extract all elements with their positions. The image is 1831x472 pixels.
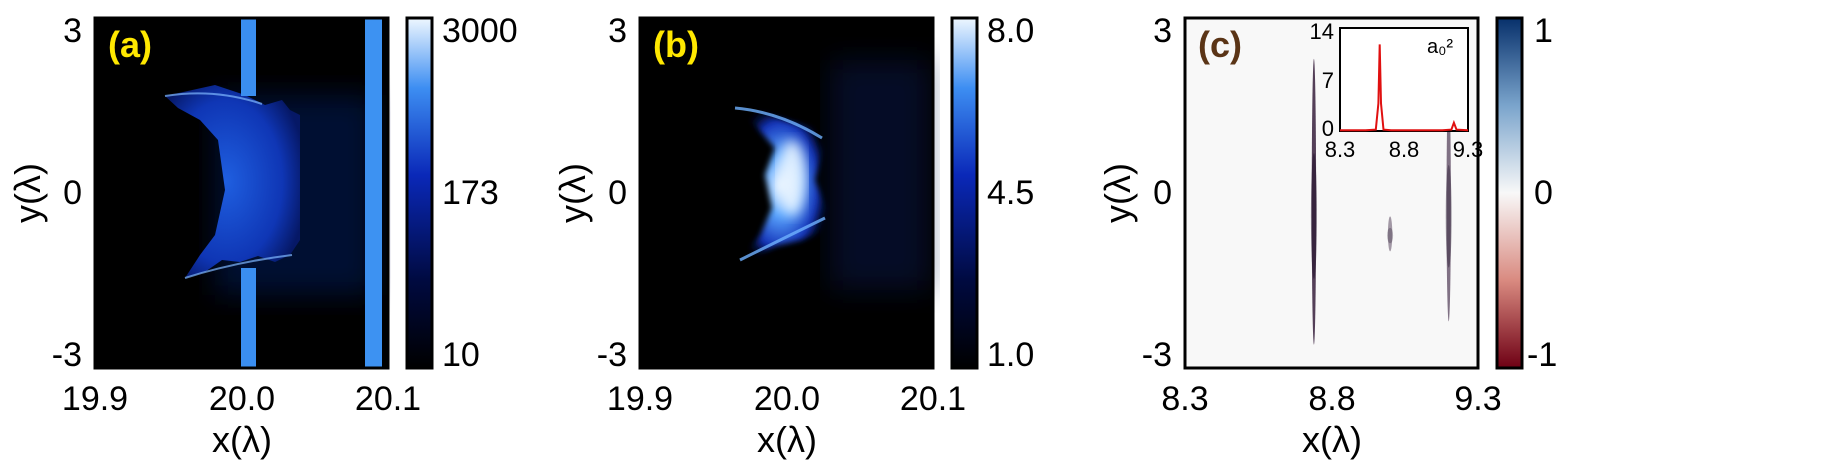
inset-xtick-2: 9.3: [1453, 137, 1484, 162]
panel-c-cbtick-0: 1: [1534, 12, 1553, 50]
panel-c-cbtick-1: 0: [1534, 174, 1553, 212]
inset-label: a₀²: [1427, 36, 1453, 58]
panel-b: (b) 3 0 -3 19.9 20.0 20.1 x(λ) y(λ) 8.0 …: [552, 12, 1034, 460]
panel-a-frame: [93, 16, 390, 370]
panel-b-cbtick-2: 1.0: [987, 336, 1034, 374]
panel-c: (c) a₀² 14 7 0 8.3 8.8 9.3 3 0 -3 8.3 8.…: [1097, 12, 1557, 460]
panel-a-xtick-1: 20.0: [209, 380, 275, 418]
panel-a-cbtick-2: 10: [442, 336, 480, 374]
panel-c-ytick-0: 3: [1153, 12, 1172, 50]
inset-ytick-2: 0: [1322, 116, 1334, 141]
panel-b-ytick-2: -3: [597, 336, 627, 374]
panel-c-cbtick-2: -1: [1527, 336, 1557, 374]
panel-a-lower-stripe: [241, 268, 256, 368]
panel-b-xtick-0: 19.9: [607, 380, 673, 418]
panel-b-colorbar-ticks: 8.0 4.5 1.0: [987, 12, 1034, 374]
panel-b-y-ticks: 3 0 -3: [597, 12, 627, 374]
panel-c-frame: [1183, 16, 1480, 370]
panel-a-xtick-2: 20.1: [355, 380, 421, 418]
panel-a-target-stripe: [365, 18, 382, 368]
panel-c-streak-1: [1387, 216, 1393, 252]
panel-a-upper-stripe: [241, 18, 256, 96]
panel-b-ytick-0: 3: [608, 12, 627, 50]
panel-c-ytick-2: -3: [1142, 336, 1172, 374]
panel-c-ylabel: y(λ): [1097, 163, 1138, 223]
panel-b-xlabel: x(λ): [757, 419, 817, 460]
panel-a-x-ticks: 19.9 20.0 20.1: [62, 380, 421, 418]
panel-a-cbtick-0: 3000: [442, 12, 518, 50]
inset-xtick-0: 8.3: [1325, 137, 1356, 162]
panel-b-xtick-2: 20.1: [900, 380, 966, 418]
panel-a-ytick-2: -3: [52, 336, 82, 374]
panel-c-xlabel: x(λ): [1302, 419, 1362, 460]
panel-a-lower-filament: [184, 254, 293, 279]
panel-a-label: (a): [108, 24, 152, 65]
panel-c-colorbar-ticks: 1 0 -1: [1527, 12, 1557, 374]
panel-c-colorbar: [1495, 16, 1524, 370]
inset-spectrum-line: [1340, 44, 1469, 132]
panel-a-ytick-0: 3: [63, 12, 82, 50]
panel-b-ylabel: y(λ): [552, 163, 593, 223]
panel-c-streaks: [1310, 58, 1452, 345]
panel-b-lower-edge: [739, 216, 826, 262]
panel-c-streak-core-2: [1445, 165, 1452, 268]
panel-b-field: [734, 60, 930, 290]
panel-b-ytick-1: 0: [608, 174, 627, 212]
panel-b-frame: [638, 16, 935, 370]
panel-b-label: (b): [653, 24, 699, 65]
panel-a: (a) 3 0 -3 19.9 20.0 20.1 x(λ) y(λ) 3000…: [7, 12, 518, 460]
panel-a-ytick-1: 0: [63, 174, 82, 212]
panel-b-cbtick-0: 8.0: [987, 12, 1034, 50]
panel-b-haze: [830, 60, 930, 290]
panel-a-plasma-body: [165, 85, 300, 278]
panel-b-colorbar: [950, 16, 979, 370]
panel-c-y-ticks: 3 0 -3: [1142, 12, 1172, 374]
panel-c-xtick-1: 8.8: [1308, 380, 1355, 418]
panel-c-x-ticks: 8.3 8.8 9.3: [1161, 380, 1501, 418]
panel-c-streak-core-0: [1310, 153, 1317, 279]
panel-c-xtick-2: 9.3: [1454, 380, 1501, 418]
panel-a-cbtick-1: 173: [442, 174, 499, 212]
panel-a-xtick-0: 19.9: [62, 380, 128, 418]
panel-a-y-ticks: 3 0 -3: [52, 12, 82, 374]
panel-b-core: [778, 140, 806, 216]
panel-a-colorbar-ticks: 3000 173 10: [442, 12, 518, 374]
panel-b-cbtick-1: 4.5: [987, 174, 1034, 212]
panel-c-inset: a₀² 14 7 0 8.3 8.8 9.3: [1310, 19, 1484, 162]
panel-c-xtick-0: 8.3: [1161, 380, 1208, 418]
panel-c-streak-2: [1446, 88, 1451, 322]
panel-c-streak-core-1: [1387, 227, 1394, 244]
panel-b-x-ticks: 19.9 20.0 20.1: [607, 380, 966, 418]
panel-a-ylabel: y(λ): [7, 163, 48, 223]
panel-a-colorbar: [405, 16, 434, 370]
panel-a-field: [164, 18, 382, 368]
inset-ytick-0: 14: [1310, 19, 1334, 44]
panel-c-ytick-1: 0: [1153, 174, 1172, 212]
inset-ytick-1: 7: [1322, 68, 1334, 93]
panel-b-upper-edge: [734, 106, 823, 140]
inset-xtick-1: 8.8: [1389, 137, 1420, 162]
panel-b-xtick-1: 20.0: [754, 380, 820, 418]
panel-a-xlabel: x(λ): [212, 419, 272, 460]
panel-c-label: (c): [1198, 24, 1242, 65]
panel-a-upper-filament: [164, 92, 263, 105]
